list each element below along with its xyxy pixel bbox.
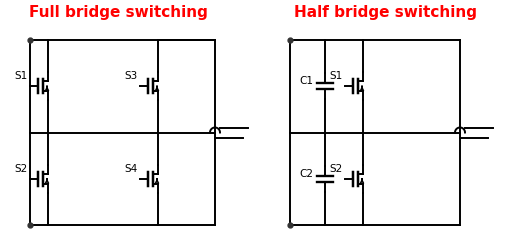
Text: S4: S4	[125, 164, 138, 174]
Text: C2: C2	[299, 169, 313, 179]
Text: S2: S2	[15, 164, 28, 174]
Text: C1: C1	[299, 76, 313, 86]
Text: Full bridge switching: Full bridge switching	[29, 5, 207, 20]
Text: S1: S1	[330, 71, 343, 81]
Text: Half bridge switching: Half bridge switching	[293, 5, 477, 20]
Text: S3: S3	[125, 71, 138, 81]
Text: S2: S2	[330, 164, 343, 174]
Text: S1: S1	[15, 71, 28, 81]
